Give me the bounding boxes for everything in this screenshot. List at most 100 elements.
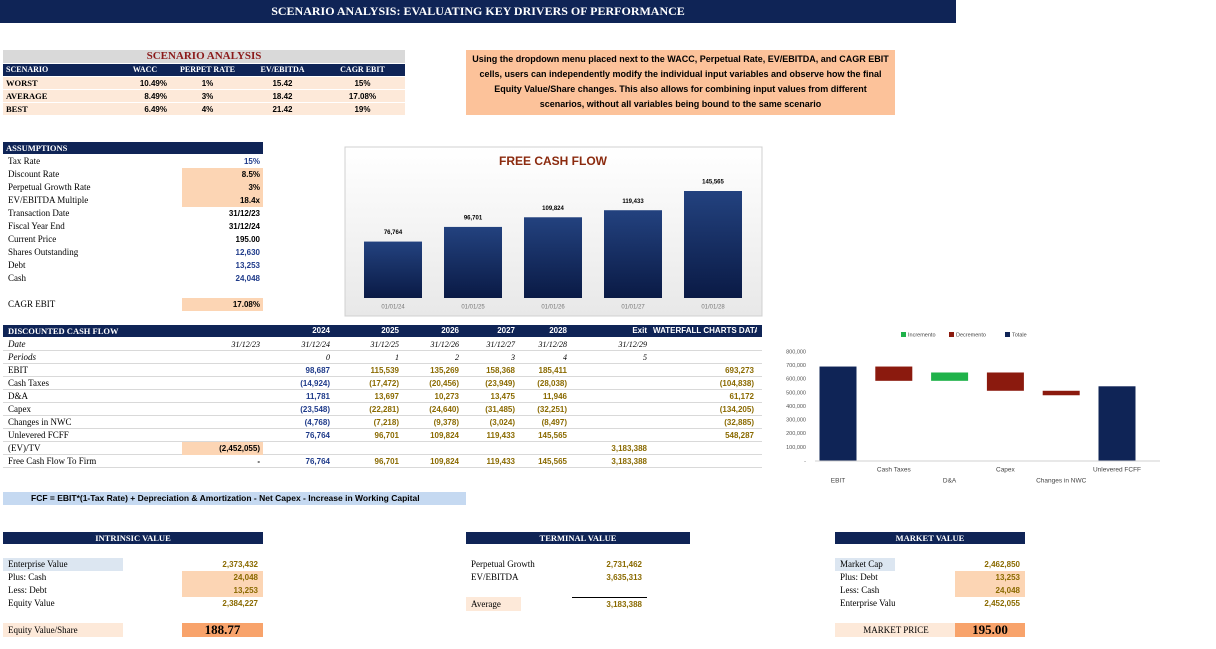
cell-value: (134,205) bbox=[719, 405, 754, 414]
row-line bbox=[3, 429, 762, 442]
assumption-label: CAGR EBIT bbox=[8, 299, 56, 309]
y-tick-label: 600,000 bbox=[786, 377, 806, 383]
bar bbox=[819, 366, 857, 461]
assumption-label: Debt bbox=[8, 260, 26, 270]
result-label: Equity Value/Share bbox=[3, 623, 123, 637]
scenario-value: 1% bbox=[201, 79, 214, 88]
value-label: Plus: Debt bbox=[840, 572, 878, 582]
cell-value: (104,838) bbox=[719, 379, 754, 388]
scenario-value: 8.49% bbox=[144, 92, 167, 101]
assumption-label: EV/EBITDA Multiple bbox=[8, 195, 89, 205]
value: 24,048 bbox=[182, 571, 263, 584]
legend-label: Decremento bbox=[956, 332, 986, 338]
value: 13,253 bbox=[182, 584, 263, 597]
x-tick-label: D&A bbox=[943, 478, 957, 485]
cell-value: 3,183,388 bbox=[611, 457, 647, 466]
row-label: Date bbox=[8, 339, 26, 349]
cell-value: 76,764 bbox=[305, 457, 330, 466]
assumption-value: 3% bbox=[248, 183, 260, 192]
cell-value: 0 bbox=[326, 353, 330, 362]
row-line bbox=[3, 364, 762, 377]
scenario-title: SCENARIO ANALYSIS bbox=[3, 50, 405, 63]
x-tick-label: Capex bbox=[996, 467, 1016, 474]
assumption-label: Cash bbox=[8, 273, 26, 283]
row-line bbox=[3, 403, 762, 416]
cell-value: 115,539 bbox=[370, 366, 399, 375]
cell-value: 31/12/28 bbox=[538, 340, 567, 349]
data-label: 76,764 bbox=[384, 230, 403, 236]
section-header: TERMINAL VALUE bbox=[466, 532, 690, 544]
bar bbox=[1098, 386, 1136, 461]
cell-value: 145,565 bbox=[538, 431, 567, 440]
row-line bbox=[3, 351, 762, 364]
cell-value: - bbox=[257, 457, 260, 466]
y-tick-label: 200,000 bbox=[786, 431, 806, 437]
column-header: 2025 bbox=[381, 326, 399, 335]
cell-value: (23,949) bbox=[485, 379, 515, 388]
column-header: DISCOUNTED CASH FLOW bbox=[8, 326, 119, 336]
row-line bbox=[3, 390, 762, 403]
cell-value: 548,287 bbox=[725, 431, 754, 440]
x-tick-label: 01/01/25 bbox=[461, 305, 485, 311]
y-tick-label: 400,000 bbox=[786, 404, 806, 410]
row-bg bbox=[3, 77, 405, 90]
assumption-label: Shares Outstanding bbox=[8, 247, 79, 257]
row-line bbox=[3, 455, 762, 468]
column-header: 2024 bbox=[312, 326, 330, 335]
cell-value: 2 bbox=[455, 353, 459, 362]
data-label: 145,565 bbox=[702, 180, 724, 186]
data-label: 119,433 bbox=[622, 199, 644, 205]
scenario-value: 4% bbox=[201, 105, 214, 114]
bar bbox=[684, 191, 742, 298]
assumption-value: 18.4x bbox=[239, 196, 260, 205]
bar bbox=[875, 366, 913, 381]
value: 3,635,313 bbox=[606, 573, 642, 582]
column-header: CAGR EBIT bbox=[340, 65, 385, 74]
cell-value: 76,764 bbox=[305, 431, 330, 440]
cell-value: 119,433 bbox=[486, 431, 515, 440]
cell-value: 31/12/27 bbox=[486, 340, 515, 349]
cell-value: (17,472) bbox=[369, 379, 399, 388]
cell-value: 109,824 bbox=[430, 457, 459, 466]
row-label: Free Cash Flow To Firm bbox=[8, 456, 97, 466]
scenario-name: BEST bbox=[6, 104, 28, 114]
cell-value: (3,024) bbox=[489, 418, 515, 427]
data-label: 96,701 bbox=[464, 215, 483, 221]
row-label: Capex bbox=[8, 404, 31, 414]
cell-value: 145,565 bbox=[538, 457, 567, 466]
result-value: 3,183,388 bbox=[572, 597, 647, 611]
y-tick-label: 300,000 bbox=[786, 418, 806, 424]
scenario-value: 19% bbox=[354, 105, 371, 114]
row-label: D&A bbox=[8, 391, 28, 401]
assumption-value: 12,630 bbox=[235, 248, 260, 257]
value-label: EV/EBITDA bbox=[471, 572, 519, 582]
row-label: (EV)/TV bbox=[8, 443, 41, 453]
page-title: SCENARIO ANALYSIS: EVALUATING KEY DRIVER… bbox=[0, 0, 956, 23]
legend-swatch bbox=[949, 332, 954, 337]
bar bbox=[524, 217, 582, 298]
header-bg bbox=[3, 325, 762, 337]
legend-label: Totale bbox=[1012, 332, 1027, 338]
cell-value: 4 bbox=[563, 353, 567, 362]
cell-value: 185,411 bbox=[538, 366, 567, 375]
x-tick-label: 01/01/27 bbox=[621, 305, 645, 311]
cell-value: (22,281) bbox=[369, 405, 399, 414]
result-label: Average bbox=[466, 597, 521, 611]
chart-title: FREE CASH FLOW bbox=[499, 154, 608, 168]
cell-value: (32,885) bbox=[724, 418, 754, 427]
value: 2,373,432 bbox=[222, 560, 258, 569]
value-label: Less: Debt bbox=[8, 585, 47, 595]
note-box: Using the dropdown menu placed next to t… bbox=[466, 50, 895, 115]
scenario-value: 15% bbox=[354, 79, 371, 88]
assumption-value: 24,048 bbox=[235, 274, 260, 283]
value-label: Enterprise Value bbox=[840, 598, 895, 608]
value: 13,253 bbox=[955, 571, 1025, 584]
cell-value: 10,273 bbox=[434, 392, 459, 401]
value-label: Equity Value bbox=[8, 598, 55, 608]
cell-value: 96,701 bbox=[374, 431, 399, 440]
cell-value: 31/12/26 bbox=[430, 340, 459, 349]
bar bbox=[1042, 390, 1080, 396]
assumption-value: 31/12/24 bbox=[228, 222, 260, 231]
scenario-value: 18.42 bbox=[272, 92, 293, 101]
